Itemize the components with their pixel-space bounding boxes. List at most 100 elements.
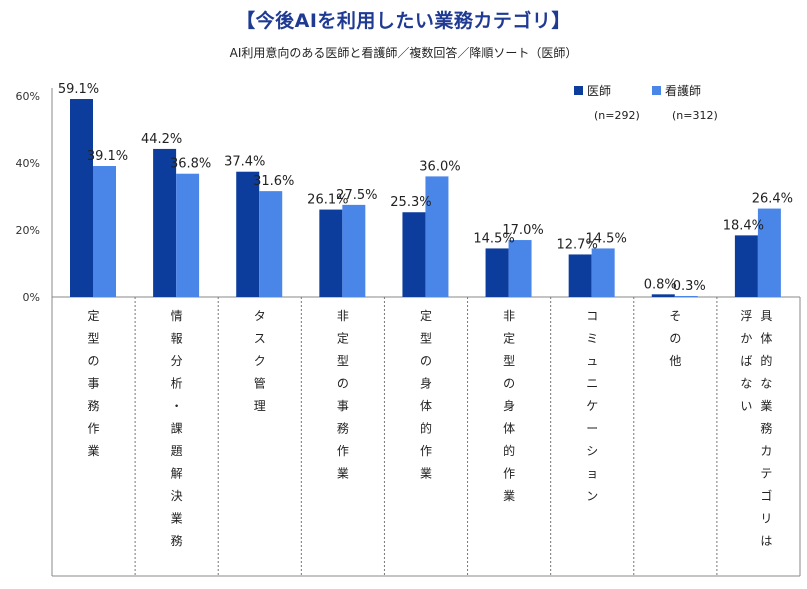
category-label-char: 非 (337, 309, 349, 323)
category-label-char: の (503, 377, 515, 391)
category-label-char: 定 (503, 331, 515, 346)
bar-nurse (259, 191, 283, 297)
category-label-char: ク (254, 354, 266, 368)
category-label-char: な (760, 377, 772, 391)
category-label-char: ミ (586, 332, 598, 346)
category-label-char: ・ (171, 399, 183, 413)
category-label-char: そ (669, 309, 681, 323)
bar-nurse (93, 166, 116, 297)
category-label-char: 業 (760, 399, 772, 413)
category-label-char: 情 (171, 309, 183, 323)
data-label: 14.5% (586, 231, 627, 246)
legend-label: 看護師 (665, 83, 701, 98)
bar-doctor (485, 248, 509, 297)
data-label: 17.0% (502, 223, 543, 238)
category-label-char: 的 (503, 443, 515, 458)
y-tick-label: 40% (16, 157, 40, 170)
category-label-char: 務 (337, 422, 349, 436)
category-label-char: い (740, 399, 752, 413)
chart-title: 【今後AIを利用したい業務カテゴリ】 (236, 10, 571, 32)
category-label-char: ュ (586, 354, 598, 368)
data-label: 59.1% (58, 82, 99, 97)
legend-swatch (574, 86, 583, 95)
bar-doctor (70, 99, 93, 297)
bar-nurse (674, 295, 698, 297)
bar-nurse (757, 208, 781, 297)
data-label: 26.4% (752, 192, 793, 207)
category-label-char: シ (586, 444, 598, 458)
category-label-char: 身 (503, 398, 515, 413)
category-label-char: の (88, 354, 100, 368)
category-label-char: 他 (669, 354, 681, 368)
legend-n-label: (n=292) (594, 109, 640, 122)
category-label-char: 報 (171, 332, 183, 346)
category-label-char: カ (760, 444, 772, 458)
category-label-char: 体 (503, 422, 515, 436)
category-label-char: 具 (760, 309, 772, 323)
bar-doctor (236, 171, 260, 297)
category-label-char: ョ (586, 467, 598, 481)
category-label-char: 定 (337, 331, 349, 346)
data-label: 12.7% (557, 237, 598, 252)
category-label-char: ン (586, 489, 598, 503)
data-label: 27.5% (336, 188, 377, 203)
category-label-char: 業 (88, 444, 100, 458)
category-label-char: 浮 (740, 309, 752, 323)
category-label-char: 業 (171, 512, 183, 526)
legend-swatch (652, 86, 661, 95)
bar-doctor (153, 148, 177, 297)
legend-n-label: (n=312) (672, 109, 718, 122)
bar-doctor (568, 254, 592, 297)
y-tick-label: 20% (16, 224, 40, 237)
category-label-char: コ (586, 309, 598, 323)
y-tick-label: 0% (23, 291, 40, 304)
chart-legend: 医師 (n=292) 看護師 (n=312) (574, 83, 718, 122)
chart-subtitle: AI利用意向のある医師と看護師／複数回答／降順ソート（医師） (229, 46, 578, 60)
category-label-char: テ (760, 467, 772, 481)
bar-nurse (591, 248, 615, 297)
data-label: 14.5% (473, 231, 514, 246)
category-label-char: 務 (171, 534, 183, 548)
category-label-char: は (760, 534, 772, 548)
chart-category-labels: 定型の事務作業情報分析・課題解決業務タスク管理非定型の事務作業定型の身体的作業非… (88, 308, 773, 548)
data-label: 39.1% (87, 149, 128, 164)
category-label-char: 解 (171, 467, 183, 481)
category-label-char: 身 (420, 376, 432, 391)
category-label-char: 作 (88, 422, 100, 436)
category-label-char: 作 (420, 444, 432, 458)
category-label-char: 作 (337, 444, 349, 458)
category-label-char: 理 (254, 399, 266, 413)
category-label-char: 管 (254, 376, 266, 391)
category-label-char: ス (254, 332, 266, 346)
category-label-char: 体 (760, 332, 772, 346)
category-label-char: リ (760, 512, 772, 526)
category-label-char: の (420, 354, 432, 368)
bar-nurse (508, 240, 532, 297)
data-label: 0.3% (673, 279, 706, 294)
category-label-char: 務 (760, 422, 772, 436)
data-label: 31.6% (253, 174, 294, 189)
legend-label: 医師 (587, 84, 611, 98)
category-label-char: ゴ (760, 488, 772, 503)
category-label-char: 事 (88, 377, 100, 391)
category-label-char: か (740, 332, 752, 346)
data-label: 25.3% (390, 195, 431, 210)
bar-doctor (734, 235, 758, 297)
category-label-char: 事 (337, 399, 349, 413)
category-label-char: 型 (337, 354, 349, 368)
category-label-char: 定 (420, 308, 432, 323)
category-label-char: 業 (337, 467, 349, 481)
category-label-char: 業 (420, 467, 432, 481)
category-label-char: 業 (503, 489, 515, 503)
data-label: 26.1% (307, 193, 348, 208)
chart-bars (70, 99, 781, 297)
category-label-char: 務 (88, 399, 100, 413)
bar-nurse (425, 176, 449, 297)
category-label-char: 的 (760, 353, 772, 368)
category-label-char: 型 (503, 354, 515, 368)
category-label-char: 体 (420, 399, 432, 413)
category-label-char: 型 (88, 332, 100, 346)
category-label-char: タ (254, 309, 266, 323)
data-label: 44.2% (141, 132, 182, 147)
